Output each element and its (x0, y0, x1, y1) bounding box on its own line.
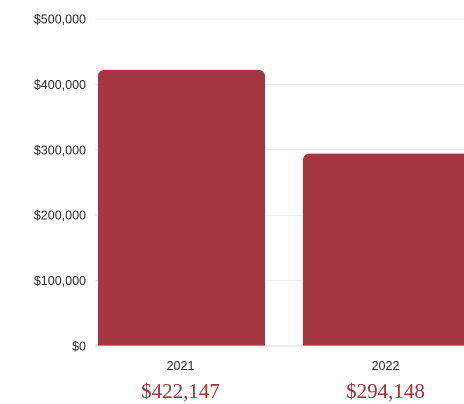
data-label: $294,148 (346, 379, 425, 403)
bar-2021 (98, 69, 265, 346)
bars (98, 69, 464, 346)
value-labels: $422,147 $294,148 (141, 379, 425, 403)
y-tick-label: $200,000 (34, 209, 86, 223)
y-tick-label: $0 (72, 340, 86, 354)
y-tick-label: $500,000 (34, 13, 86, 27)
x-axis-labels: 2021 2022 (167, 359, 400, 373)
x-tick-label: 2021 (167, 359, 195, 373)
data-label: $422,147 (141, 379, 220, 403)
y-tick-label: $100,000 (34, 274, 86, 288)
y-tick-label: $300,000 (34, 143, 86, 157)
y-axis-ticks: $0 $100,000 $200,000 $300,000 $400,000 $500,0… (34, 13, 86, 354)
y-tick-label: $400,000 (34, 78, 86, 92)
x-tick-label: 2022 (372, 359, 400, 373)
bar-2022 (303, 153, 464, 346)
